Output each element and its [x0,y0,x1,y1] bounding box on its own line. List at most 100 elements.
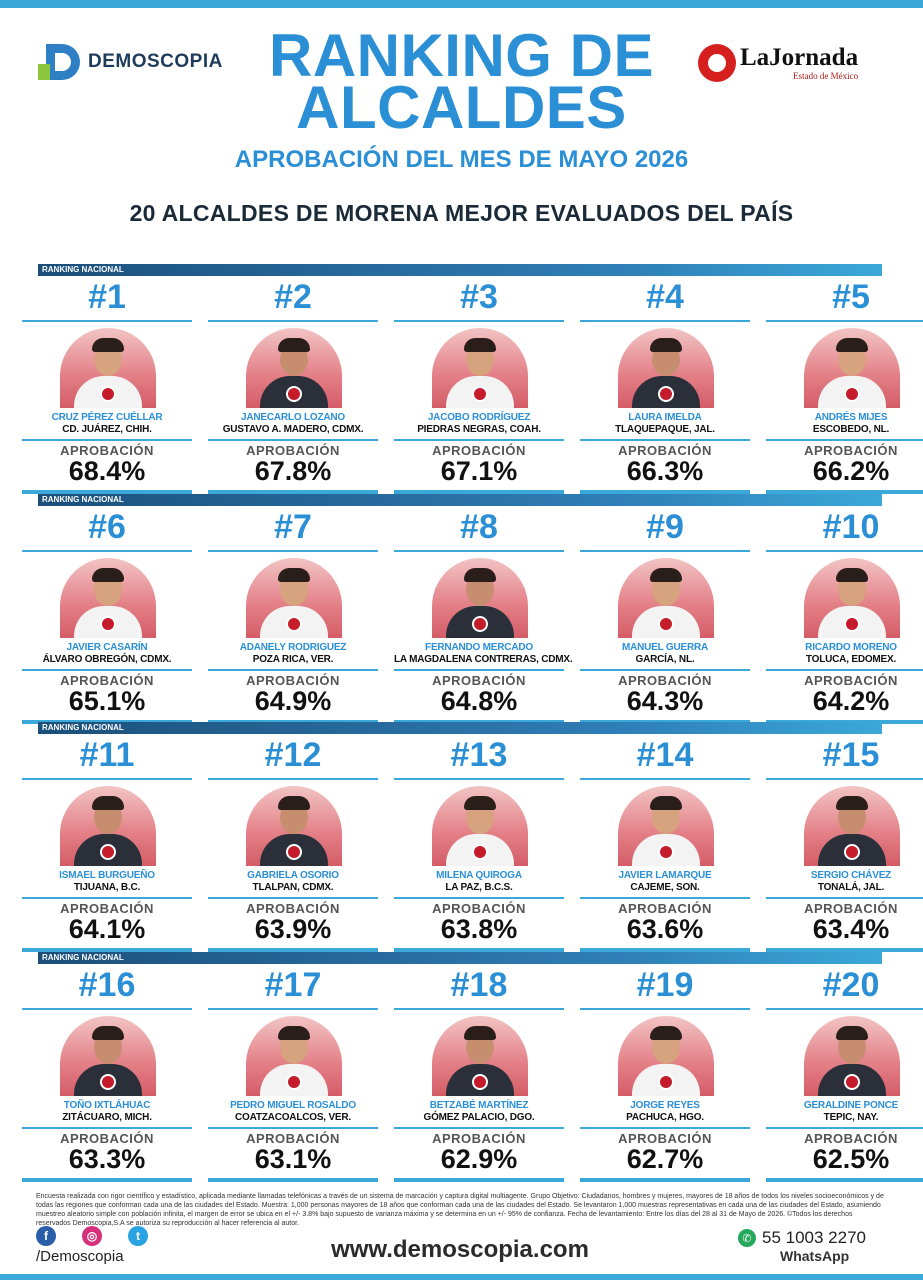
mayor-name: JORGE REYES [630,1100,700,1111]
mayor-name: FERNANDO MERCADO [425,642,533,653]
demoscopia-logo: DEMOSCOPIA [36,42,223,82]
partner-sub: Estado de México [793,71,859,81]
section-bar: RANKING NACIONAL [38,952,882,964]
partner-name: LaJornada [740,44,859,71]
rank-number: #14 [636,736,694,774]
mayor-name: PEDRO MIGUEL ROSALDO [230,1100,356,1111]
approval-underline [766,948,923,952]
party-badge-icon [100,616,116,632]
mayor-name: MANUEL GUERRA [621,642,709,653]
name-divider [580,439,750,441]
page-subtitle: APROBACIÓN DEL MES DE MAYO 2026 [234,146,689,173]
mayor-name: SERGIO CHÁVEZ [810,870,892,881]
mayor-card: #10 RICARDO MORENO TOLUCA, EDOMEX. APROBACI… [766,508,923,726]
mayor-photo [60,558,156,638]
mayor-municipality: TIJUANA, B.C. [73,882,141,893]
ranking-row: RANKING NACIONAL #6 JAVIER CASARÍN ÁLVARO O… [0,494,923,726]
mayor-name: CRUZ PÉREZ CUÉLLAR [51,412,163,423]
rank-number: #10 [822,508,880,546]
approval-value: 65.1% [68,686,146,716]
mayor-card: #8 FERNANDO MERCADO LA MAGDALENA CONTRERAS… [394,508,573,726]
rank-divider [766,778,923,780]
website-link[interactable]: www.demoscopia.com [331,1236,589,1263]
approval-label: APROBACIÓN [246,673,340,688]
approval-value: 64.2% [812,686,890,716]
party-badge-icon [100,1074,116,1090]
mayor-name: JACOBO RODRÍGUEZ [427,412,531,423]
rank-number: #13 [450,736,508,774]
mayor-card: #20 GERALDINE PONCE TEPIC, NAY. APROBACIÓN 6… [766,966,923,1184]
party-badge-icon [286,386,302,402]
rank-divider [580,1008,750,1010]
party-badge-icon [472,386,488,402]
approval-underline [394,490,564,494]
approval-value: 68.4% [68,456,146,486]
approval-underline [22,948,192,952]
approval-label: APROBACIÓN [432,1131,526,1146]
ranking-row: RANKING NACIONAL #16 TOÑO IXTLÁHUAC ZITÁCUA… [0,952,923,1184]
mayor-name: BETZABÉ MARTÍNEZ [429,1100,529,1111]
mayor-photo [804,328,900,408]
approval-label: APROBACIÓN [60,673,154,688]
name-divider [22,669,192,671]
approval-underline [580,948,750,952]
mayor-card: #18 BETZABÉ MARTÍNEZ GÓMEZ PALACIO, DGO. AP… [394,966,564,1184]
rank-number: #7 [274,508,312,546]
approval-value: 63.8% [440,914,518,944]
rank-divider [580,550,750,552]
rank-divider [394,320,564,322]
rank-number: #19 [636,966,694,1004]
name-divider [208,1127,378,1129]
mayor-photo [60,786,156,866]
mayor-photo [804,558,900,638]
brand-name: DEMOSCOPIA [88,51,223,72]
mayor-card: #7 ADANELY RODRIGUEZ POZA RICA, VER. APROBA… [208,508,378,726]
name-divider [22,1127,192,1129]
approval-value: 63.6% [626,914,704,944]
mayor-card: #13 MILENA QUIROGA LA PAZ, B.C.S. APROBACIÓ… [394,736,564,954]
section-label: RANKING NACIONAL [42,265,124,274]
mayor-photo [246,1016,342,1096]
approval-value: 63.9% [254,914,332,944]
name-divider [22,439,192,441]
name-divider [580,669,750,671]
mayor-municipality: TEPIC, NAY. [823,1112,879,1123]
name-divider [394,1127,564,1129]
approval-label: APROBACIÓN [432,901,526,916]
mayor-photo [246,328,342,408]
party-badge-icon [658,616,674,632]
social-handle[interactable]: /Demoscopia [36,1248,124,1265]
name-divider [208,439,378,441]
mayor-photo [246,786,342,866]
mayor-photo [804,1016,900,1096]
rank-number: #4 [646,278,684,316]
approval-label: APROBACIÓN [804,1131,898,1146]
approval-label: APROBACIÓN [246,901,340,916]
approval-label: APROBACIÓN [618,1131,712,1146]
approval-label: APROBACIÓN [60,443,154,458]
approval-value: 62.7% [626,1144,704,1174]
mayor-photo [60,1016,156,1096]
rank-divider [208,320,378,322]
mayor-municipality: ÁLVARO OBREGÓN, CDMX. [42,654,172,665]
approval-label: APROBACIÓN [618,901,712,916]
approval-underline [394,948,564,952]
mayor-photo [246,558,342,638]
mayor-name: GABRIELA OSORIO [247,870,339,881]
mayor-municipality: POZA RICA, VER. [252,654,334,665]
mayor-card: #2 JANECARLO LOZANO GUSTAVO A. MADERO, CDM… [208,278,378,496]
mayor-name: GERALDINE PONCE [803,1100,899,1111]
facebook-icon[interactable]: f [36,1226,56,1246]
party-badge-icon [658,1074,674,1090]
rank-number: #17 [264,966,322,1004]
instagram-icon[interactable]: ◎ [82,1226,102,1246]
section-bar: RANKING NACIONAL [38,494,882,506]
mayor-municipality: GARCÍA, NL. [635,654,695,665]
approval-underline [208,490,378,494]
approval-value: 66.3% [626,456,704,486]
name-divider [394,897,564,899]
section-label: RANKING NACIONAL [42,953,124,962]
whatsapp-contact[interactable]: ✆ 55 1003 2270 [738,1228,866,1248]
mayor-card: #17 PEDRO MIGUEL ROSALDO COATZACOALCOS, VE… [208,966,378,1184]
twitter-icon[interactable]: t [128,1226,148,1246]
